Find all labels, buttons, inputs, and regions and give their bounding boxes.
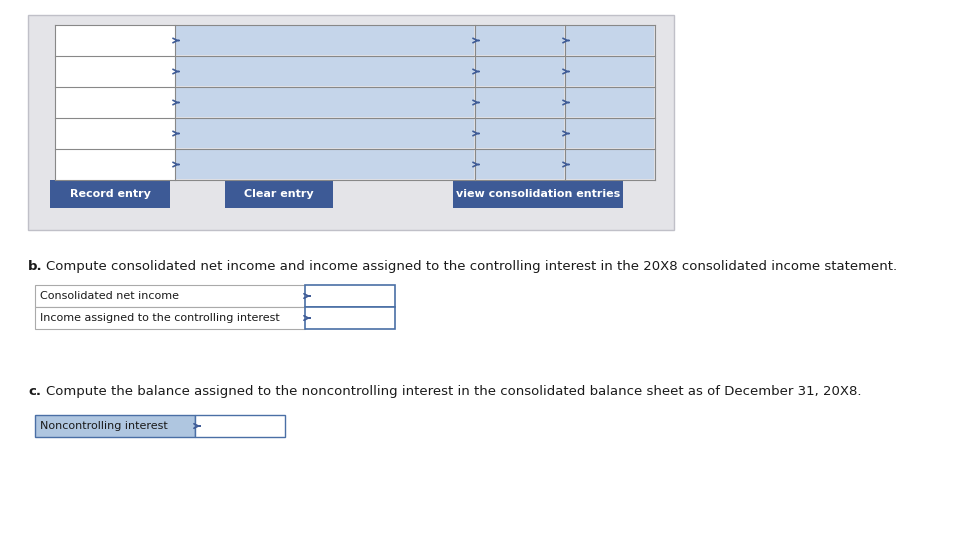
Text: Noncontrolling interest: Noncontrolling interest: [40, 421, 167, 431]
Bar: [176, 88, 474, 117]
Bar: [176, 57, 474, 86]
Bar: [176, 26, 474, 55]
Bar: [565, 119, 653, 148]
Bar: [305, 307, 395, 329]
Bar: [305, 285, 395, 307]
Bar: [565, 88, 653, 117]
Text: view consolidation entries: view consolidation entries: [456, 189, 620, 199]
Bar: [225, 180, 333, 208]
Text: Income assigned to the controlling interest: Income assigned to the controlling inter…: [40, 313, 280, 323]
Bar: [476, 57, 563, 86]
Text: Record entry: Record entry: [69, 189, 150, 199]
Bar: [35, 285, 305, 307]
Bar: [565, 57, 653, 86]
Text: Compute consolidated net income and income assigned to the controlling interest : Compute consolidated net income and inco…: [46, 260, 897, 273]
Bar: [50, 180, 170, 208]
Text: c.: c.: [28, 385, 41, 398]
Bar: [565, 150, 653, 179]
Bar: [195, 415, 284, 437]
Bar: [176, 150, 474, 179]
Bar: [565, 26, 653, 55]
Bar: [55, 25, 175, 180]
Bar: [176, 119, 474, 148]
Bar: [453, 180, 623, 208]
Bar: [35, 415, 195, 437]
Bar: [476, 26, 563, 55]
Text: b.: b.: [28, 260, 42, 273]
Bar: [476, 119, 563, 148]
Bar: [476, 150, 563, 179]
Text: Compute the balance assigned to the noncontrolling interest in the consolidated : Compute the balance assigned to the nonc…: [46, 385, 861, 398]
Bar: [476, 88, 563, 117]
Text: Consolidated net income: Consolidated net income: [40, 291, 179, 301]
Bar: [35, 307, 305, 329]
Bar: [28, 15, 674, 230]
Text: Clear entry: Clear entry: [244, 189, 313, 199]
